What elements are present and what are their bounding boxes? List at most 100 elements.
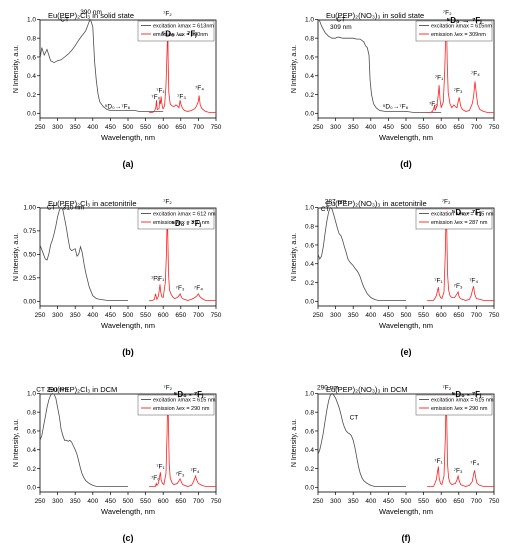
x-tick-label: 350 (348, 124, 359, 131)
peak-annotation: ⁷F₃ (454, 283, 463, 290)
legend-entry: excitation λmax = 615 nm (431, 212, 494, 218)
legend-entry: excitation λmax = 615 nm (153, 398, 216, 404)
y-tick-label: 0.50 (23, 252, 36, 259)
x-tick-label: 400 (365, 312, 376, 319)
peak-annotation: ⁷F₂ (442, 199, 451, 206)
peak-annotation: ⁷F₁ (434, 458, 443, 465)
y-tick-label: 1.0 (27, 17, 36, 24)
x-tick-label: 500 (123, 124, 134, 131)
x-tick-label: 600 (436, 124, 447, 131)
y-tick-label: 0.0 (305, 111, 314, 118)
x-tick-label: 250 (35, 124, 46, 131)
peak-annotation: ⁷F₄ (195, 85, 204, 92)
panel-title: Eu(PEP)₂Cl₃ in DCM (48, 385, 117, 394)
peak-annotation: CT (47, 204, 56, 211)
legend-entry: emission λex = 309nm (431, 32, 486, 38)
x-tick-label: 700 (471, 498, 482, 505)
peak-annotation: ⁵D₀→⁷F₆ (105, 104, 131, 111)
y-tick-label: 0.4 (27, 447, 36, 454)
x-tick-label: 700 (471, 312, 482, 319)
x-tick-label: 700 (193, 312, 204, 319)
peak-annotation: ⁷F₂ (442, 385, 451, 392)
peak-annotation: CT (337, 16, 346, 23)
x-tick-label: 500 (123, 312, 134, 319)
y-tick-label: 0.2 (305, 466, 314, 473)
peak-annotation: ⁷F₀ (151, 276, 160, 283)
panel-label: (d) (400, 159, 412, 169)
panel-label: (b) (122, 347, 134, 357)
legend-entry: excitation λmax = 612 nm (153, 212, 216, 218)
x-tick-label: 300 (52, 312, 63, 319)
peak-annotation: 287 nm (325, 199, 347, 206)
x-tick-label: 300 (52, 498, 63, 505)
x-tick-label: 750 (489, 124, 500, 131)
peak-annotation: ⁷F₄ (194, 285, 203, 292)
x-tick-label: 400 (87, 124, 98, 131)
x-tick-label: 450 (383, 498, 394, 505)
y-tick-label: 0.6 (305, 242, 314, 249)
x-tick-label: 550 (140, 124, 151, 131)
x-tick-label: 650 (453, 312, 464, 319)
x-tick-label: 750 (489, 498, 500, 505)
excitation-series-line (39, 18, 164, 112)
x-tick-label: 550 (418, 124, 429, 131)
peak-annotation: ⁵D₀ - ⁷Fⱼ (452, 208, 482, 217)
legend-box (415, 20, 493, 42)
peak-annotation: ⁵D₀ → ⁷Fⱼ (161, 29, 197, 38)
x-axis-label: Wavelength, nm (379, 133, 433, 142)
y-tick-label: 0.2 (27, 466, 36, 473)
legend-entry: emission λex = 290 nm (153, 406, 210, 412)
chart-panel: Eu(PEP)₂Cl₃ in solid state 250 300 350 400 45… (13, 9, 222, 169)
y-axis-label: N Intensity, a.u. (291, 233, 298, 281)
x-tick-label: 650 (453, 498, 464, 505)
emission-series-line (427, 393, 494, 487)
y-axis-label: N Intensity, a.u. (13, 233, 20, 281)
x-tick-label: 750 (489, 312, 500, 319)
x-tick-label: 500 (123, 498, 134, 505)
chart-panel: Eu(PEP)₂(NO₃)₃ in solid state 250 300 350 40… (291, 10, 500, 169)
peak-annotation: ⁷F₁ (435, 74, 444, 81)
y-axis-label: N Intensity, a.u. (13, 419, 20, 467)
legend-entry: emission λex = 290 nm (431, 406, 488, 412)
peak-annotation: ⁷F₂ (163, 199, 172, 206)
peak-annotation: ⁷F₁ (434, 278, 443, 285)
y-tick-label: 0.0 (27, 485, 36, 492)
chart-panel: Eu(PEP)₂Cl₃ in acetonitrile 250 300 350 400 4… (13, 199, 222, 357)
x-tick-label: 450 (105, 312, 116, 319)
excitation-series-line (317, 392, 406, 487)
x-tick-label: 300 (330, 124, 341, 131)
panel-label: (c) (123, 533, 134, 543)
x-tick-label: 500 (401, 124, 412, 131)
x-axis-label: Wavelength, nm (101, 507, 155, 516)
x-tick-label: 350 (348, 498, 359, 505)
y-axis-label: N Intensity, a.u. (13, 45, 20, 93)
excitation-series-line (39, 206, 128, 301)
y-tick-label: 0.8 (305, 35, 314, 42)
y-tick-label: 0.2 (305, 92, 314, 99)
x-tick-label: 450 (105, 124, 116, 131)
peak-annotation: ⁵D₀ → ⁷Fⱼ (446, 16, 482, 25)
excitation-series-line (39, 392, 128, 487)
peak-annotation: ⁷F₂ (163, 385, 172, 392)
peak-annotation: 390 nm (80, 9, 102, 16)
legend-entry: emission λex = 390nm (153, 32, 208, 38)
x-tick-label: 400 (365, 124, 376, 131)
emission-series-line (149, 19, 216, 113)
excitation-series-line (317, 19, 442, 113)
y-tick-label: 0.0 (27, 111, 36, 118)
peak-annotation: ⁷F₃ (454, 88, 463, 95)
x-tick-label: 550 (140, 498, 151, 505)
panel-label: (a) (123, 159, 134, 169)
x-tick-label: 250 (313, 498, 324, 505)
excitation-series-line (317, 206, 406, 301)
y-tick-label: 0.0 (305, 299, 314, 306)
peak-annotation: ⁷F₁ (156, 88, 165, 95)
panel-title: Eu(PEP)₂(NO₃)₃ in acetonitrile (326, 199, 427, 208)
x-tick-label: 650 (175, 498, 186, 505)
x-tick-label: 400 (365, 498, 376, 505)
emission-series-line (427, 19, 494, 113)
panel-label: (e) (401, 347, 412, 357)
y-tick-label: 0.8 (27, 35, 36, 42)
